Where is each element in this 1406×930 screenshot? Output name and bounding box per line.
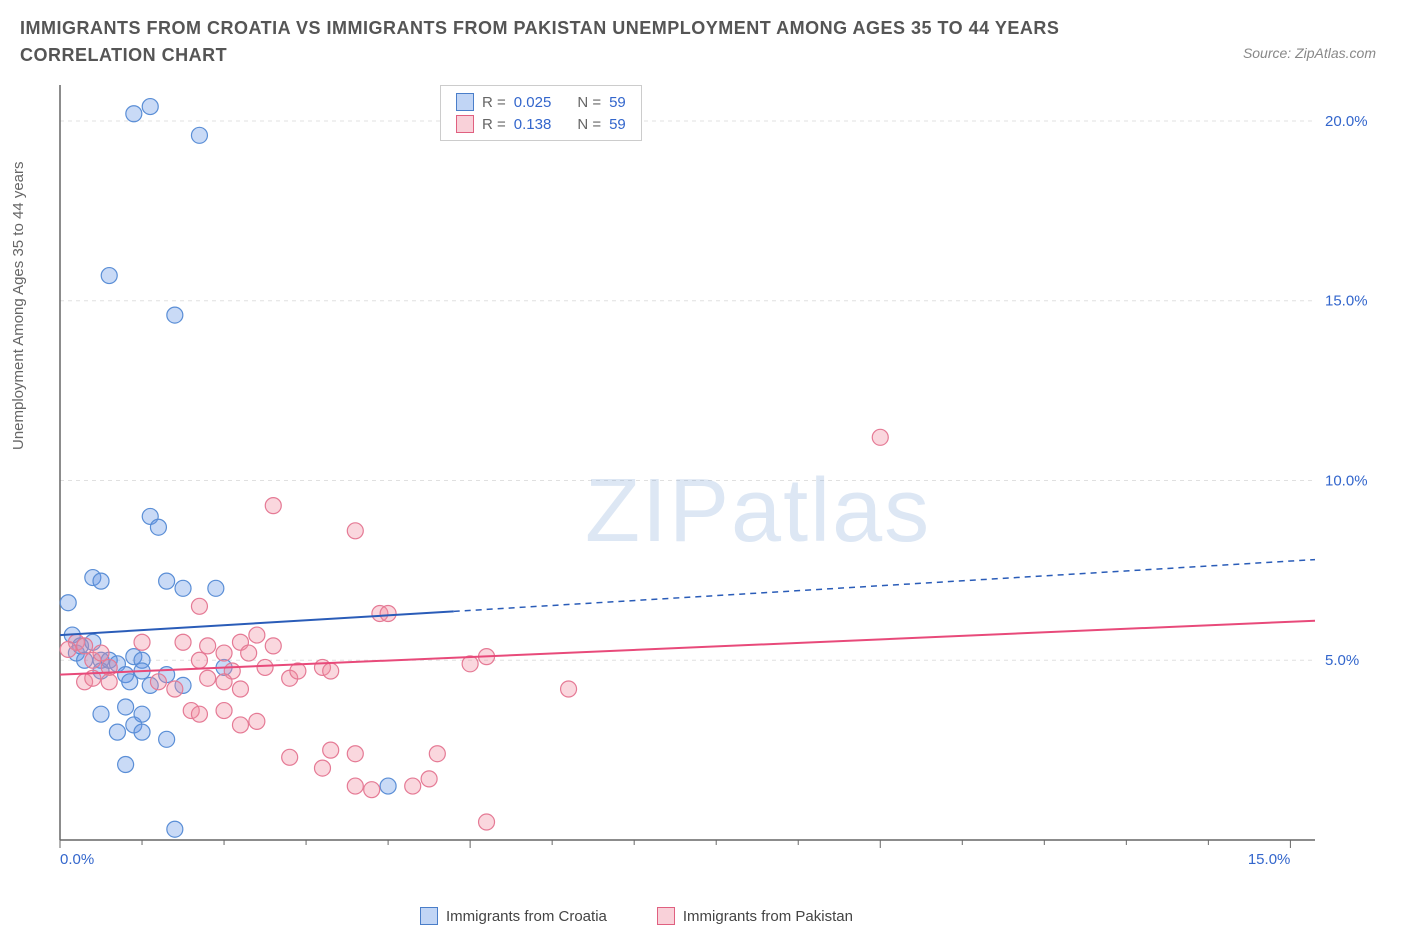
svg-text:15.0%: 15.0% [1248,851,1291,868]
source-attribution: Source: ZipAtlas.com [1243,45,1376,61]
r-label: R = [482,94,506,111]
y-axis-label: Unemployment Among Ages 35 to 44 years [10,161,27,450]
legend-label-pakistan: Immigrants from Pakistan [683,908,853,925]
svg-text:10.0%: 10.0% [1325,472,1368,489]
stats-row-croatia: R = 0.025 N = 59 [456,91,626,113]
svg-text:15.0%: 15.0% [1325,293,1368,310]
svg-text:5.0%: 5.0% [1325,652,1359,669]
pakistan-n-value: 59 [609,116,626,133]
pakistan-r-value: 0.138 [514,116,552,133]
legend-label-croatia: Immigrants from Croatia [446,908,607,925]
legend-item-croatia: Immigrants from Croatia [420,907,607,925]
stats-row-pakistan: R = 0.138 N = 59 [456,113,626,135]
swatch-croatia-icon [456,93,474,111]
legend: Immigrants from Croatia Immigrants from … [420,907,853,925]
scatter-plot: 5.0% 10.0% 15.0% 20.0% 0.0% 15.0% [55,80,1375,890]
n-label: N = [577,94,601,111]
svg-text:20.0%: 20.0% [1325,113,1368,130]
legend-swatch-croatia-icon [420,907,438,925]
croatia-r-value: 0.025 [514,94,552,111]
croatia-n-value: 59 [609,94,626,111]
legend-item-pakistan: Immigrants from Pakistan [657,907,853,925]
swatch-pakistan-icon [456,115,474,133]
legend-swatch-pakistan-icon [657,907,675,925]
chart-area: 5.0%10.0%15.0%20.0%0.0%15.0% ZIPatlas [55,80,1375,890]
chart-title: IMMIGRANTS FROM CROATIA VS IMMIGRANTS FR… [20,15,1120,69]
n-label-2: N = [577,116,601,133]
stats-box: R = 0.025 N = 59 R = 0.138 N = 59 [440,85,642,141]
r-label-2: R = [482,116,506,133]
svg-text:0.0%: 0.0% [60,851,94,868]
